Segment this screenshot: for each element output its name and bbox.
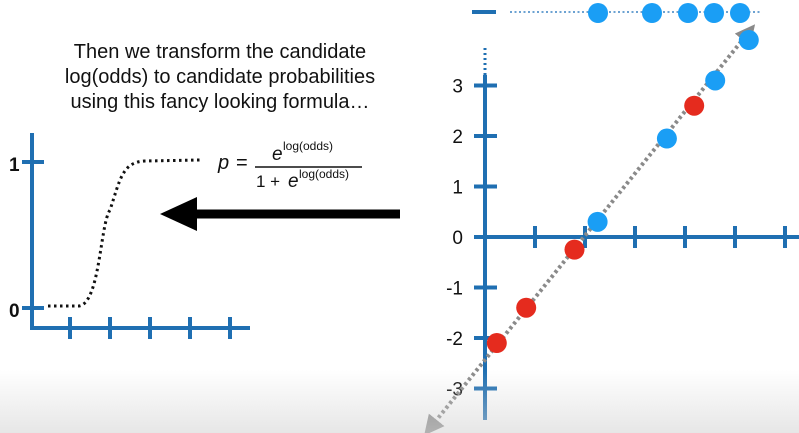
projected-point xyxy=(588,3,608,23)
positive-data-point xyxy=(656,128,677,149)
negative-data-point xyxy=(486,333,507,354)
sigmoid-plot: 1 0 xyxy=(9,133,250,339)
data-points xyxy=(486,30,759,354)
fit-line xyxy=(424,24,756,433)
caption-line-1: Then we transform the candidate xyxy=(73,41,367,63)
projected-point xyxy=(642,3,662,23)
projected-point xyxy=(704,3,724,23)
projected-point xyxy=(730,3,750,23)
formula-denominator-base: e xyxy=(288,171,299,192)
sigmoid-curve xyxy=(48,158,201,308)
transform-arrow xyxy=(160,197,400,231)
caption-line-3: using this fancy looking formula… xyxy=(70,91,370,113)
formula-equals: = xyxy=(236,152,248,174)
caption-line-2: log(odds) to candidate probabilities xyxy=(64,66,376,88)
sigmoid-y-label-0: 0 xyxy=(9,301,20,322)
projected-point xyxy=(678,3,698,23)
positive-data-point xyxy=(705,70,726,91)
negative-data-point xyxy=(564,239,585,260)
formula-denominator-prefix: 1 + xyxy=(256,172,285,191)
log-odds-y-tick-label: 3 xyxy=(452,77,463,98)
formula-lhs: p xyxy=(217,152,229,174)
projected-points xyxy=(588,3,750,23)
positive-data-point xyxy=(587,211,608,232)
formula-numerator-exponent: log(odds) xyxy=(283,139,333,153)
sigmoid-y-label-1: 1 xyxy=(9,155,20,176)
log-odds-y-tick-label: 1 xyxy=(452,178,463,199)
log-odds-y-tick-label: 2 xyxy=(452,127,463,148)
log-odds-y-tick-label: 0 xyxy=(452,228,463,249)
caption: Then we transform the candidate log(odds… xyxy=(30,40,410,115)
fit-line-path xyxy=(424,24,756,433)
formula-denominator-exponent: log(odds) xyxy=(299,167,349,181)
negative-data-point xyxy=(516,297,537,318)
logistic-formula: p = e log(odds) 1 + e log(odds) xyxy=(217,139,362,192)
log-odds-y-tick-label: -1 xyxy=(446,279,463,300)
log-odds-y-tick-label: -2 xyxy=(446,329,463,350)
sigmoid-x-ticks xyxy=(68,317,232,339)
formula-numerator-base: e xyxy=(272,144,283,165)
positive-data-point xyxy=(738,30,759,51)
negative-data-point xyxy=(684,95,705,116)
